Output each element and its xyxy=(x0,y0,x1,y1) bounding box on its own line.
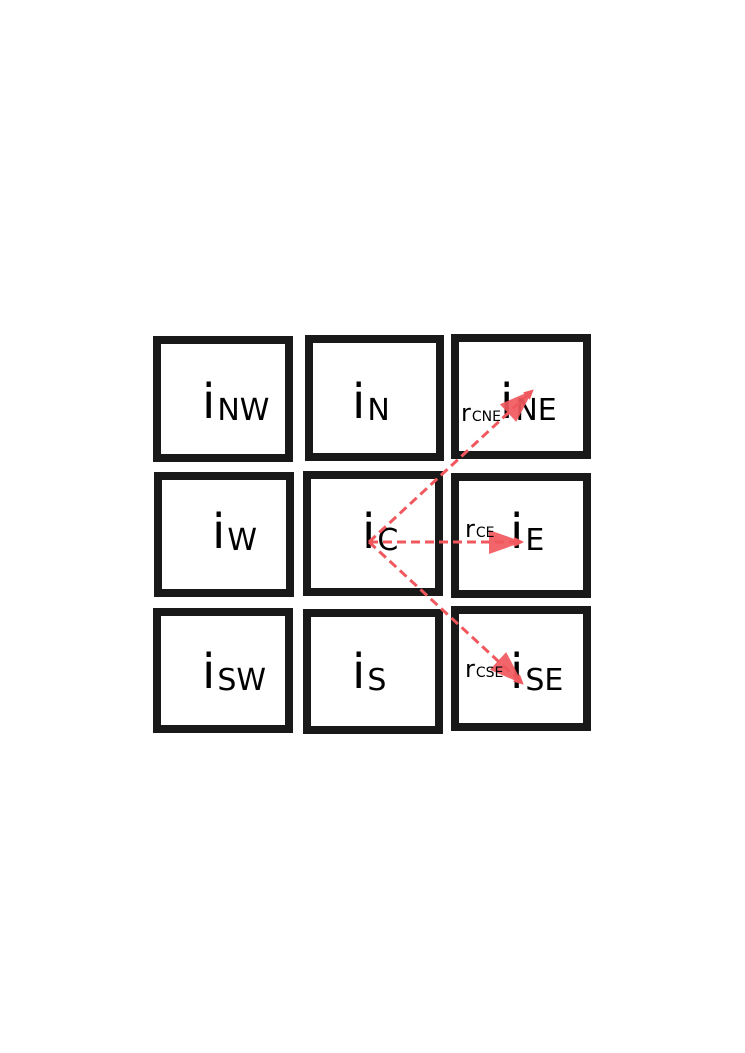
cell-box-s xyxy=(303,609,443,734)
cell-box-sw xyxy=(153,608,293,733)
vector-label-ce: rCE xyxy=(465,515,495,543)
cell-box-se xyxy=(451,606,591,731)
cell-box-w xyxy=(154,472,294,597)
cell-label-subscript: NW xyxy=(217,393,269,428)
cell-label-n: iN xyxy=(352,374,390,430)
cell-se: iSE xyxy=(451,606,591,731)
cell-box-e xyxy=(451,473,591,598)
cell-box-c xyxy=(303,471,443,596)
cell-label-s: iS xyxy=(352,644,386,700)
cell-box-n xyxy=(305,335,444,461)
vector-arrowhead-ce xyxy=(489,530,523,554)
vector-arrowhead-cne xyxy=(499,390,533,422)
cell-label-subscript: SW xyxy=(217,663,266,698)
cell-label-main: i xyxy=(212,504,225,560)
vector-arrow-cse xyxy=(367,540,525,686)
cell-label-nw: iNW xyxy=(202,374,269,430)
vector-arrow-cne xyxy=(367,388,535,544)
cell-e: iE xyxy=(451,473,591,598)
vector-label-main: r xyxy=(465,655,475,683)
cell-s: iS xyxy=(303,609,443,734)
cell-label-subscript: E xyxy=(525,523,544,558)
cell-c: iC xyxy=(303,471,443,596)
cell-label-main: i xyxy=(510,504,523,560)
cell-label-sw: iSW xyxy=(202,644,266,700)
cell-nw: iNW xyxy=(153,336,293,462)
cell-n: iN xyxy=(305,335,444,461)
vector-label-cne: rCNE xyxy=(461,399,501,427)
cell-label-subscript: SE xyxy=(525,663,563,698)
vector-label-main: r xyxy=(465,515,475,543)
cell-w: iW xyxy=(154,472,294,597)
vector-label-subscript: CE xyxy=(476,525,495,541)
cell-label-subscript: W xyxy=(227,523,257,558)
cell-label-subscript: S xyxy=(367,663,386,698)
cell-box-nw xyxy=(153,336,293,462)
cell-label-main: i xyxy=(352,374,365,430)
cell-label-subscript: N xyxy=(367,393,389,428)
cell-label-main: i xyxy=(202,374,215,430)
cell-label-main: i xyxy=(362,504,375,560)
cell-label-main: i xyxy=(202,644,215,700)
cell-label-main: i xyxy=(352,644,365,700)
vector-label-subscript: CNE xyxy=(472,409,501,425)
vector-label-cse: rCSE xyxy=(465,655,503,683)
cell-label-w: iW xyxy=(212,504,257,560)
vector-label-main: r xyxy=(461,399,471,427)
vector-label-subscript: CSE xyxy=(476,665,504,681)
cell-sw: iSW xyxy=(153,608,293,733)
cell-label-se: iSE xyxy=(510,644,563,700)
vector-arrowhead-cse xyxy=(489,652,523,684)
cell-label-main: i xyxy=(510,644,523,700)
